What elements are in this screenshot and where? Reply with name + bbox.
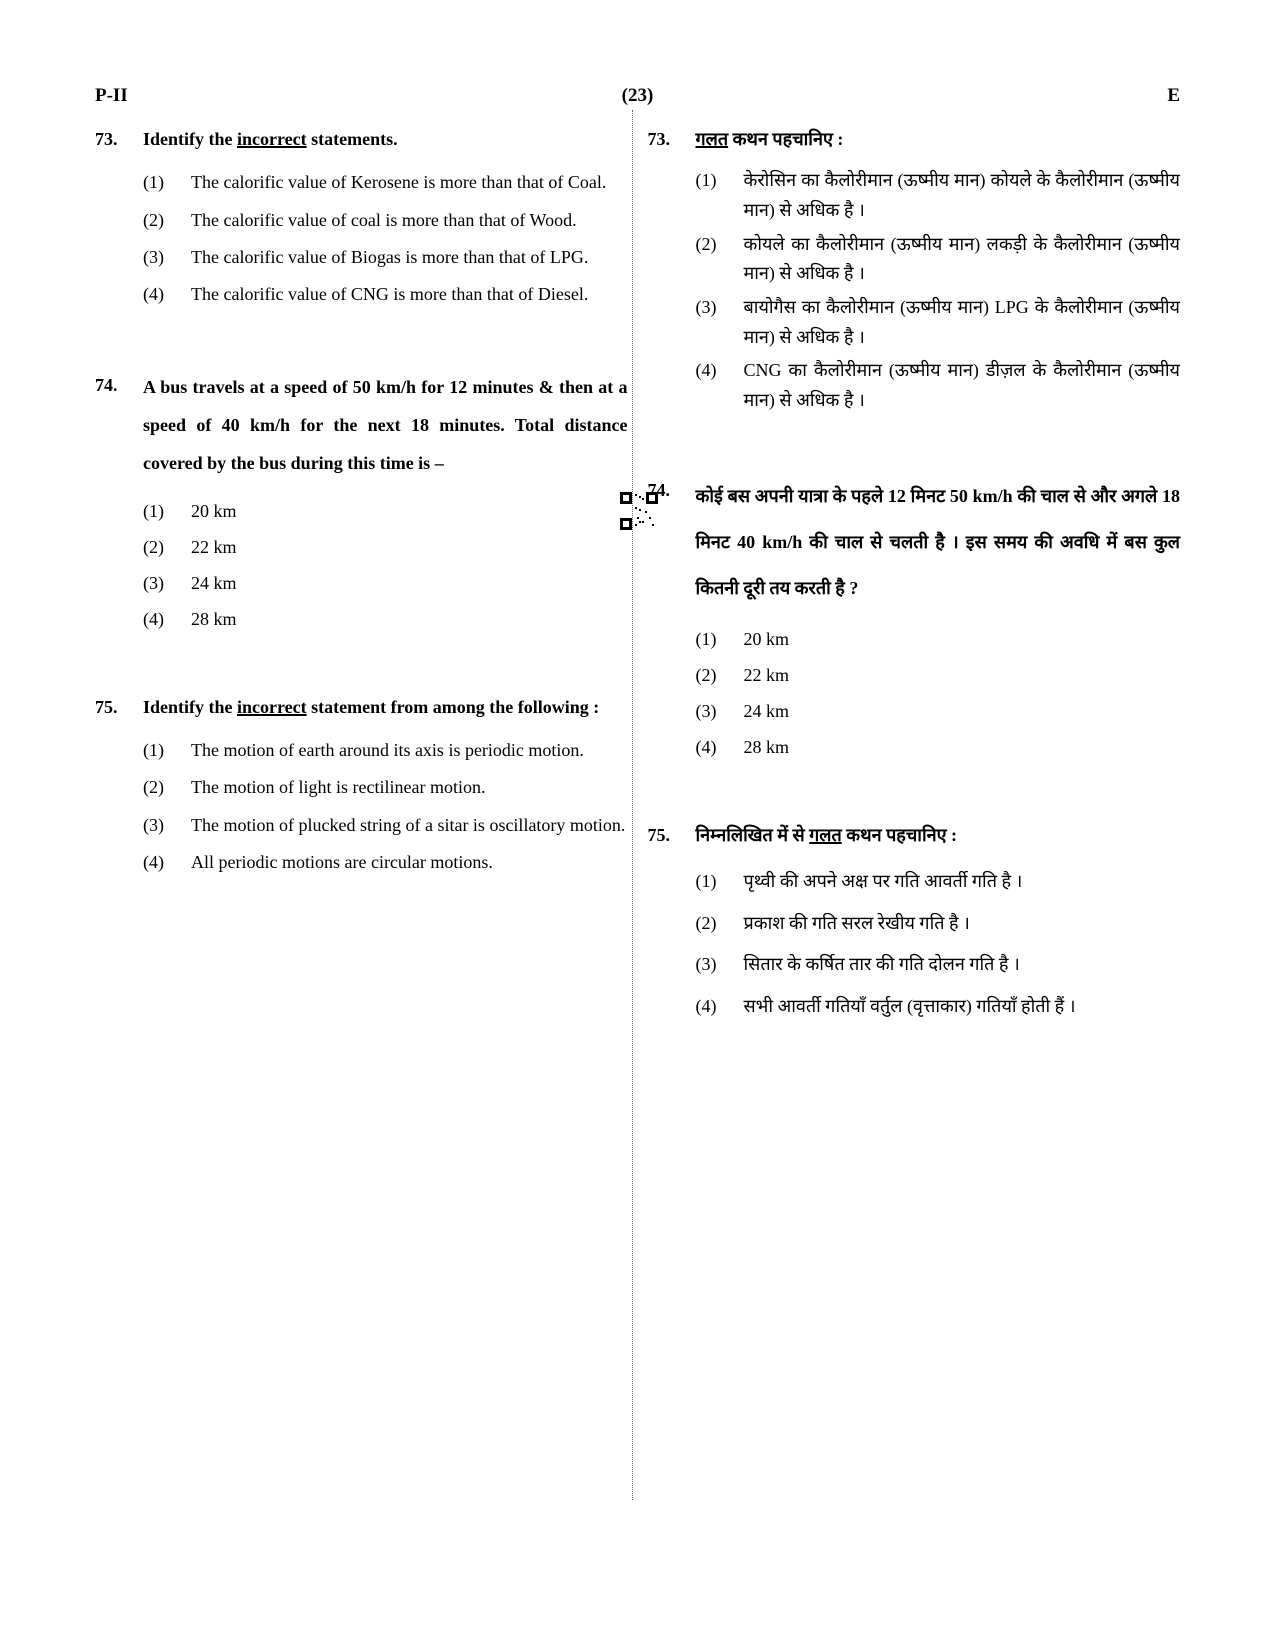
question-74-hi: 74. कोई बस अपनी यात्रा के पहले 12 मिनट 5… bbox=[648, 474, 1181, 766]
option: (1)The calorific value of Kerosene is mo… bbox=[143, 166, 628, 199]
option: (3)The motion of plucked string of a sit… bbox=[143, 809, 628, 842]
question-73-en: 73. Identify the incorrect statements. (… bbox=[95, 123, 628, 315]
options: (1)केरोसिन का कैलोरीमान (ऊष्मीय मान) कोय… bbox=[696, 166, 1181, 416]
question-number: 73. bbox=[95, 123, 143, 315]
question-stem: Identify the incorrect statements. bbox=[143, 123, 628, 156]
header-right: E bbox=[1167, 85, 1180, 107]
option: (1)20 km bbox=[143, 493, 628, 529]
options: (1)पृथ्वी की अपने अक्ष पर गति आवर्ती गति… bbox=[696, 863, 1181, 1026]
options: (1)20 km (2)22 km (3)24 km (4)28 km bbox=[143, 493, 628, 637]
qr-code-icon bbox=[620, 492, 658, 530]
left-column: 73. Identify the incorrect statements. (… bbox=[95, 123, 628, 1084]
options: (1)The motion of earth around its axis i… bbox=[143, 734, 628, 879]
option: (4)All periodic motions are circular mot… bbox=[143, 846, 628, 879]
options: (1)The calorific value of Kerosene is mo… bbox=[143, 166, 628, 311]
option: (4)सभी आवर्ती गतियाँ वर्तुल (वृत्ताकार) … bbox=[696, 988, 1181, 1026]
question-75-hi: 75. निम्नलिखित में से गलत कथन पहचानिए : … bbox=[648, 819, 1181, 1029]
page-header: P-II (23) E bbox=[95, 85, 1180, 107]
question-stem: गलत कथन पहचानिए : bbox=[696, 123, 1181, 156]
right-column: 73. गलत कथन पहचानिए : (1)केरोसिन का कैलो… bbox=[648, 123, 1181, 1084]
question-stem: Identify the incorrect statement from am… bbox=[143, 691, 628, 724]
option: (3)बायोगैस का कैलोरीमान (ऊष्मीय मान) LPG… bbox=[696, 293, 1181, 352]
options: (1)20 km (2)22 km (3)24 km (4)28 km bbox=[696, 621, 1181, 765]
option: (2)22 km bbox=[143, 529, 628, 565]
question-stem: A bus travels at a speed of 50 km/h for … bbox=[143, 369, 628, 482]
option: (3)24 km bbox=[143, 565, 628, 601]
option: (2)22 km bbox=[696, 657, 1181, 693]
option: (1)20 km bbox=[696, 621, 1181, 657]
question-number: 75. bbox=[95, 691, 143, 883]
option: (3)सितार के कर्षित तार की गति दोलन गति ह… bbox=[696, 946, 1181, 984]
option: (4)28 km bbox=[696, 729, 1181, 765]
option: (3)24 km bbox=[696, 693, 1181, 729]
header-left: P-II bbox=[95, 85, 128, 107]
option: (1)The motion of earth around its axis i… bbox=[143, 734, 628, 767]
question-75-en: 75. Identify the incorrect statement fro… bbox=[95, 691, 628, 883]
question-stem: निम्नलिखित में से गलत कथन पहचानिए : bbox=[696, 819, 1181, 852]
option: (4)CNG का कैलोरीमान (ऊष्मीय मान) डीज़ल क… bbox=[696, 356, 1181, 415]
question-stem: कोई बस अपनी यात्रा के पहले 12 मिनट 50 km… bbox=[696, 474, 1181, 612]
option: (1)पृथ्वी की अपने अक्ष पर गति आवर्ती गति… bbox=[696, 863, 1181, 901]
option: (4)The calorific value of CNG is more th… bbox=[143, 278, 628, 311]
question-74-en: 74. A bus travels at a speed of 50 km/h … bbox=[95, 369, 628, 636]
option: (1)केरोसिन का कैलोरीमान (ऊष्मीय मान) कोय… bbox=[696, 166, 1181, 225]
option: (2)The motion of light is rectilinear mo… bbox=[143, 771, 628, 804]
question-number: 75. bbox=[648, 819, 696, 1029]
option: (2)प्रकाश की गति सरल रेखीय गति है । bbox=[696, 905, 1181, 943]
option: (3)The calorific value of Biogas is more… bbox=[143, 241, 628, 274]
question-number: 73. bbox=[648, 123, 696, 420]
column-divider bbox=[632, 110, 633, 1500]
question-number: 74. bbox=[95, 369, 143, 636]
header-center: (23) bbox=[622, 85, 654, 107]
option: (2)The calorific value of coal is more t… bbox=[143, 204, 628, 237]
option: (2)कोयले का कैलोरीमान (ऊष्मीय मान) लकड़ी… bbox=[696, 230, 1181, 289]
option: (4)28 km bbox=[143, 601, 628, 637]
question-73-hi: 73. गलत कथन पहचानिए : (1)केरोसिन का कैलो… bbox=[648, 123, 1181, 420]
